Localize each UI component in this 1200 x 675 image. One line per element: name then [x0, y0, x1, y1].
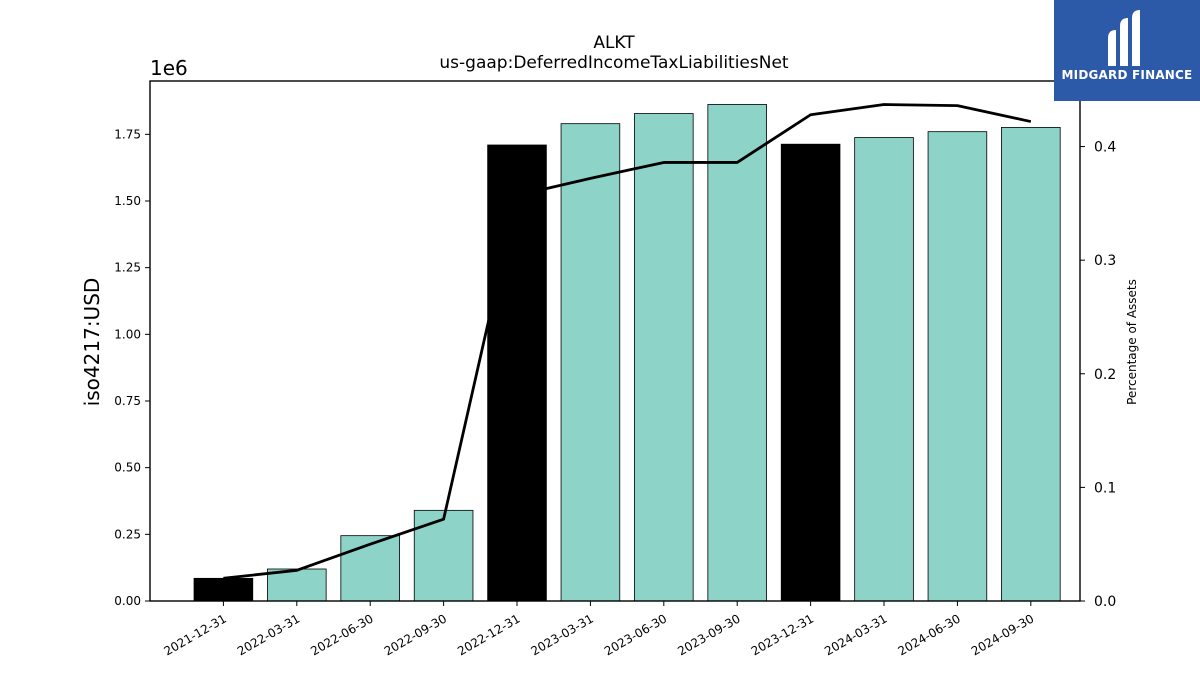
- x-tick-label: 2023-06-30: [602, 611, 669, 658]
- x-tick-label: 2023-12-31: [749, 611, 816, 658]
- bar-2023-12-31: [780, 143, 841, 602]
- bar-2022-06-30: [340, 535, 400, 602]
- y-tick-label: 1.25: [114, 261, 141, 275]
- logo-text: MIDGARD FINANCE: [1061, 68, 1193, 82]
- x-tick-label: 2024-03-31: [822, 611, 889, 658]
- bar-2024-03-31: [854, 137, 914, 602]
- bar-2023-06-30: [634, 113, 694, 602]
- y-axis-label: iso4217:USD: [80, 278, 104, 407]
- y-tick-label: 0.50: [114, 461, 141, 475]
- x-tick-label: 2022-03-31: [235, 611, 302, 658]
- chart-subtitle: us-gaap:DeferredIncomeTaxLiabilitiesNet: [439, 53, 789, 73]
- percentage-of-assets-line: [223, 103, 1032, 580]
- y2-tick-label: 0.2: [1094, 367, 1116, 383]
- x-tick-label: 2022-12-31: [455, 611, 522, 658]
- bar-2022-09-30: [413, 509, 474, 602]
- bar-2024-09-30: [1001, 127, 1061, 602]
- chart-title: ALKT: [593, 33, 635, 53]
- y-tick-label: 1.75: [114, 127, 141, 141]
- bar-2021-12-31: [193, 577, 254, 602]
- bar-2022-12-31: [487, 144, 547, 602]
- y2-tick-label: 0.3: [1094, 253, 1116, 269]
- bar-2024-06-30: [927, 131, 988, 602]
- line-group: [223, 103, 1032, 580]
- x-tick-label: 2021-12-31: [161, 611, 228, 658]
- y2-axis-label: Percentage of Assets: [1125, 279, 1139, 405]
- bar-2022-03-31: [267, 568, 327, 602]
- brand-logo: MIDGARD FINANCE: [1054, 0, 1200, 101]
- bars-group: [193, 104, 1061, 602]
- x-tick-label: 2024-09-30: [969, 611, 1036, 658]
- x-tick-label: 2022-06-30: [308, 611, 375, 658]
- y-tick-label: 0.25: [114, 527, 141, 541]
- y2-tick-label: 0.1: [1094, 480, 1116, 496]
- plot-frame: [149, 80, 1081, 602]
- bar-2023-09-30: [707, 104, 767, 602]
- y-tick-label: 1.00: [114, 327, 141, 341]
- bar-2023-03-31: [560, 123, 621, 602]
- y2-tick-label: 0.0: [1094, 594, 1116, 610]
- x-tick-label: 2022-09-30: [382, 611, 449, 658]
- y2-tick-label: 0.4: [1094, 140, 1116, 156]
- y-tick-label: 1.50: [114, 194, 141, 208]
- x-tick-label: 2024-06-30: [896, 611, 963, 658]
- y-tick-label: 0.75: [114, 394, 141, 408]
- y-tick-label: 0.00: [114, 594, 141, 608]
- x-tick-label: 2023-09-30: [675, 611, 742, 658]
- logo-mark-icon: [1108, 10, 1140, 66]
- x-tick-label: 2023-03-31: [529, 611, 596, 658]
- y-offset-label: 1e6: [150, 56, 188, 80]
